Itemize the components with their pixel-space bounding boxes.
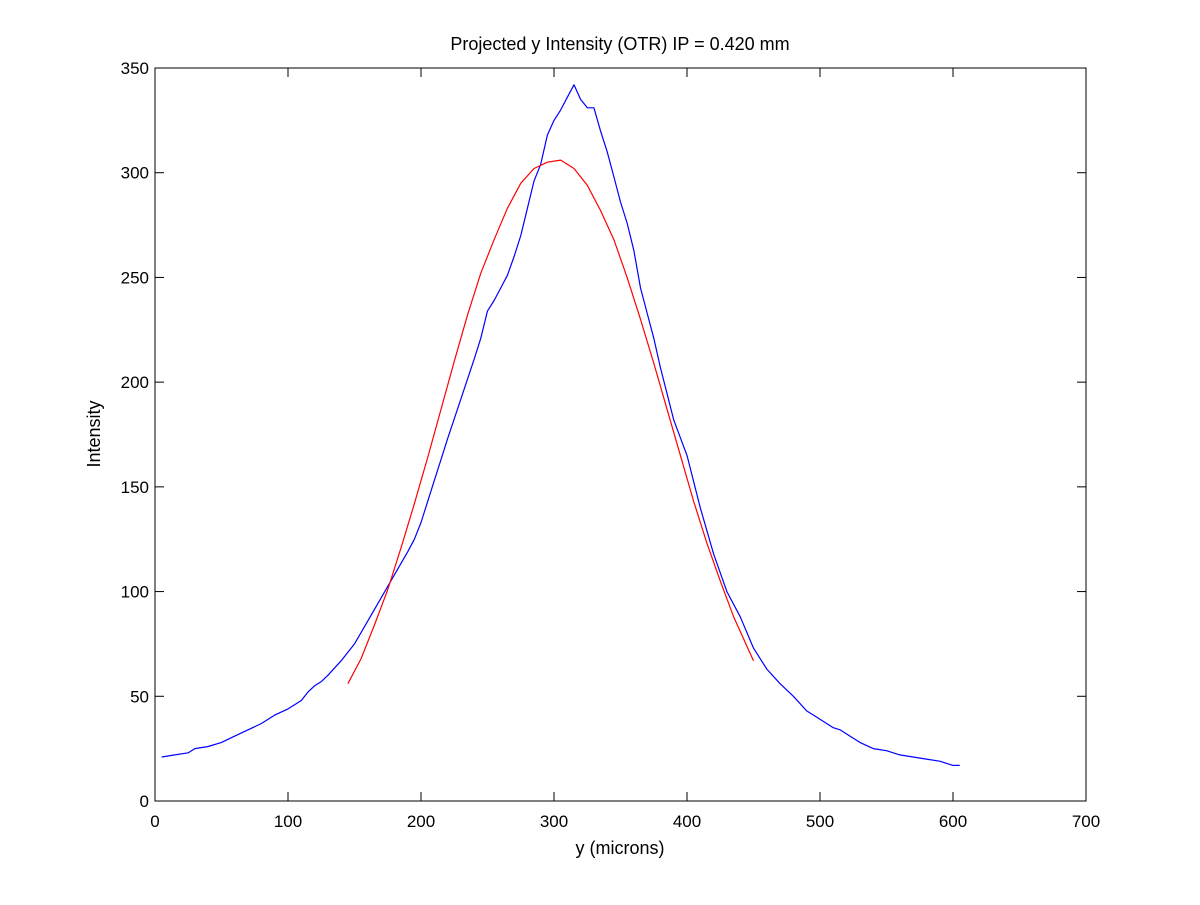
tick-layer: 0 100 200 300 400 500 600 700 0 50 100 150 200 250 300… xyxy=(121,59,1101,831)
series-layer xyxy=(161,84,960,767)
x-tick-label: 700 xyxy=(1072,812,1100,831)
y-tick-label: 300 xyxy=(121,164,149,183)
gaussian-fit-line xyxy=(347,159,755,684)
x-tick-label: 0 xyxy=(150,812,159,831)
chart-title: Projected y Intensity (OTR) IP = 0.420 m… xyxy=(450,34,789,54)
x-tick-label: 100 xyxy=(274,812,302,831)
y-tick-label: 250 xyxy=(121,268,149,287)
x-tick-label: 200 xyxy=(407,812,435,831)
y-tick-label: 350 xyxy=(121,59,149,78)
x-tick-label: 400 xyxy=(673,812,701,831)
x-tick-label: 600 xyxy=(939,812,967,831)
x-axis-label: y (microns) xyxy=(576,838,665,858)
x-tick-label: 300 xyxy=(540,812,568,831)
y-tick-label: 100 xyxy=(121,583,149,602)
axes-box xyxy=(154,67,1087,802)
y-tick-label: 150 xyxy=(121,478,149,497)
y-tick-label: 0 xyxy=(140,792,149,811)
y-tick-label: 50 xyxy=(130,687,149,706)
measured-profile-line xyxy=(161,84,960,767)
y-tick-label: 200 xyxy=(121,373,149,392)
x-tick-label: 500 xyxy=(806,812,834,831)
y-axis-label: Intensity xyxy=(84,400,104,467)
axes-background xyxy=(155,68,1086,801)
